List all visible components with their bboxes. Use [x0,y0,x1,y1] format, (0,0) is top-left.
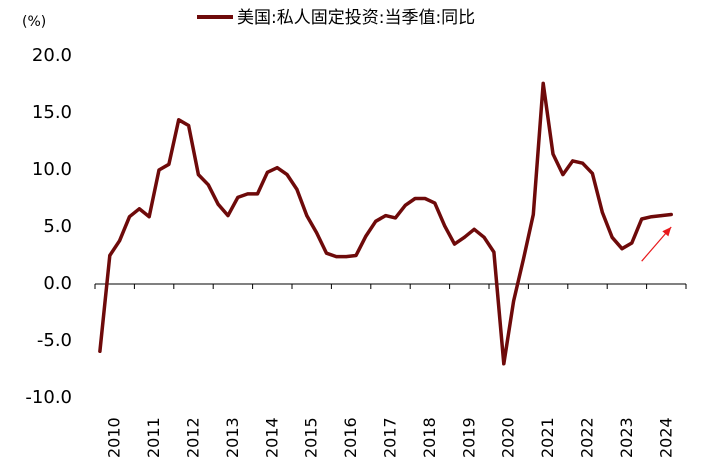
legend-label: 美国:私人固定投资:当季值:同比 [237,8,475,28]
data-point [98,349,102,353]
data-point [630,241,634,245]
x-tick-label: 2023 [617,417,636,458]
series-line [98,81,673,366]
data-point [334,255,338,259]
data-point [659,214,663,218]
data-point [403,203,407,207]
data-point [541,81,545,85]
data-point [118,239,122,243]
data-point [512,299,516,303]
x-axis-ticks [94,284,687,289]
data-point [177,118,181,122]
data-points [98,81,673,366]
data-point [393,216,397,220]
data-point [108,254,112,257]
data-point [522,257,525,261]
x-tick-label: 2017 [381,417,400,458]
x-tick-label: 2018 [420,417,439,458]
data-point [305,214,309,218]
data-point [571,159,575,163]
data-point [295,187,299,191]
legend: 美国:私人固定投资:当季值:同比 [197,8,475,28]
data-point [167,162,171,166]
data-point [384,214,388,218]
data-point [206,183,210,187]
data-point [581,161,585,165]
data-point [482,235,486,239]
data-point [669,213,673,216]
x-tick-label: 2021 [538,417,557,458]
data-point [620,247,624,251]
y-axis-ticks: 20.0 15.0 10.0 5.0 0.0 -5.0 -10.0 [25,45,72,408]
data-point [453,242,456,246]
x-tick-label: 2013 [223,417,242,458]
x-tick-label: 2024 [656,417,675,458]
x-axis-labels: 2010 2011 2012 2013 2014 2015 2016 2017 2018 2019… [105,417,676,458]
trend-arrow-head [662,227,672,237]
data-point [275,166,279,170]
data-point [157,168,161,172]
data-point [600,210,604,214]
x-tick-label: 2014 [262,417,281,458]
data-point [285,173,289,177]
data-point [354,254,358,257]
x-tick-label: 2020 [499,417,518,458]
data-point [561,173,565,177]
y-tick-label: 15.0 [32,102,72,123]
data-point [137,207,141,211]
x-tick-label: 2010 [105,417,124,458]
data-point [492,250,496,254]
data-point [551,152,555,156]
data-point [236,195,240,199]
x-tick-label: 2016 [341,417,360,458]
x-tick-label: 2022 [578,417,597,458]
trend-arrow [641,226,672,262]
data-point [374,219,378,223]
data-point [128,215,131,219]
data-point [502,362,506,366]
data-point [216,202,220,206]
data-point [256,192,259,196]
data-point [590,171,594,175]
data-point [423,197,427,200]
data-point [325,251,328,255]
data-point [226,214,230,218]
x-tick-label: 2015 [302,417,321,458]
data-point [462,235,466,239]
y-tick-label: 20.0 [32,45,72,66]
data-point [187,124,191,127]
data-point [315,231,319,235]
x-tick-label: 2011 [144,417,163,458]
data-point [364,234,368,238]
data-point [196,173,200,177]
data-point [246,192,250,196]
y-tick-label: -5.0 [37,330,72,351]
data-point [443,224,447,228]
data-point [640,217,644,221]
data-point [413,197,417,200]
data-point [433,201,437,205]
x-tick-label: 2012 [184,417,203,458]
y-tick-label: 0.0 [43,273,72,294]
y-unit-label: (%) [22,14,46,30]
data-point [147,215,151,219]
y-tick-label: 5.0 [43,216,72,237]
y-tick-label: 10.0 [32,159,72,180]
data-point [344,255,348,259]
x-tick-label: 2019 [459,417,478,458]
data-point [650,215,653,219]
data-point [265,170,269,174]
data-point [531,213,535,216]
y-tick-label: -10.0 [25,387,72,408]
data-point [610,235,614,239]
data-point [472,227,476,231]
